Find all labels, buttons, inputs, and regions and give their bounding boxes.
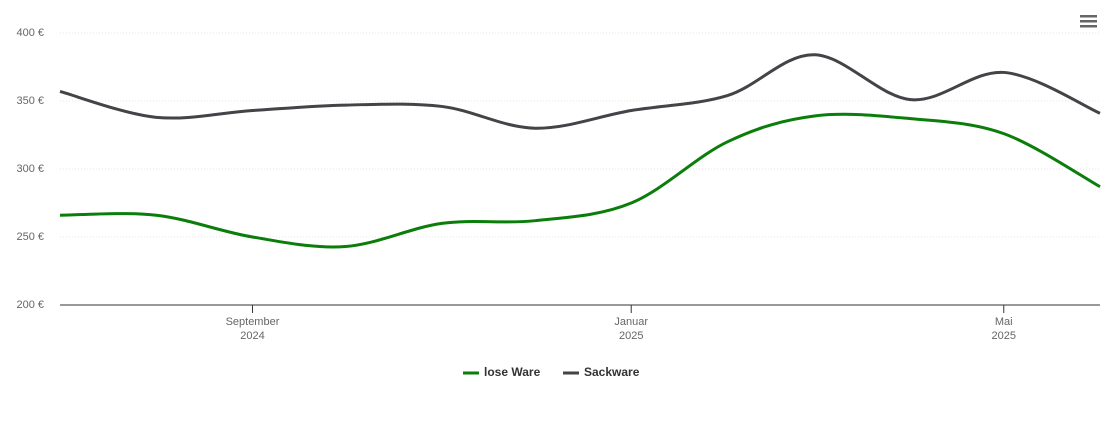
x-tick-label: Januar [614,316,648,328]
legend-item[interactable]: Sackware [563,365,640,379]
menu-bar [1080,25,1097,28]
y-tick-label: 250 € [16,231,44,243]
series-line [59,53,1101,130]
y-tick-label: 350 € [16,95,44,107]
series-line [59,112,1101,249]
legend: lose Ware Sackware [463,365,640,379]
legend-label: lose Ware [484,365,541,379]
y-tick-label: 300 € [16,163,44,175]
x-tick-label: 2024 [240,330,264,342]
legend-label: Sackware [584,365,640,379]
y-tick-label: 200 € [16,299,44,311]
x-tick-label: 2025 [619,330,643,342]
menu-bar [1080,15,1097,18]
legend-item[interactable]: lose Ware [463,365,541,379]
x-tick-label: September [226,316,280,328]
y-tick-label: 400 € [16,27,44,39]
menu-icon[interactable] [1080,15,1097,28]
x-tick-label: 2025 [992,330,1016,342]
x-tick-label: Mai [995,316,1013,328]
menu-bar [1080,20,1097,23]
